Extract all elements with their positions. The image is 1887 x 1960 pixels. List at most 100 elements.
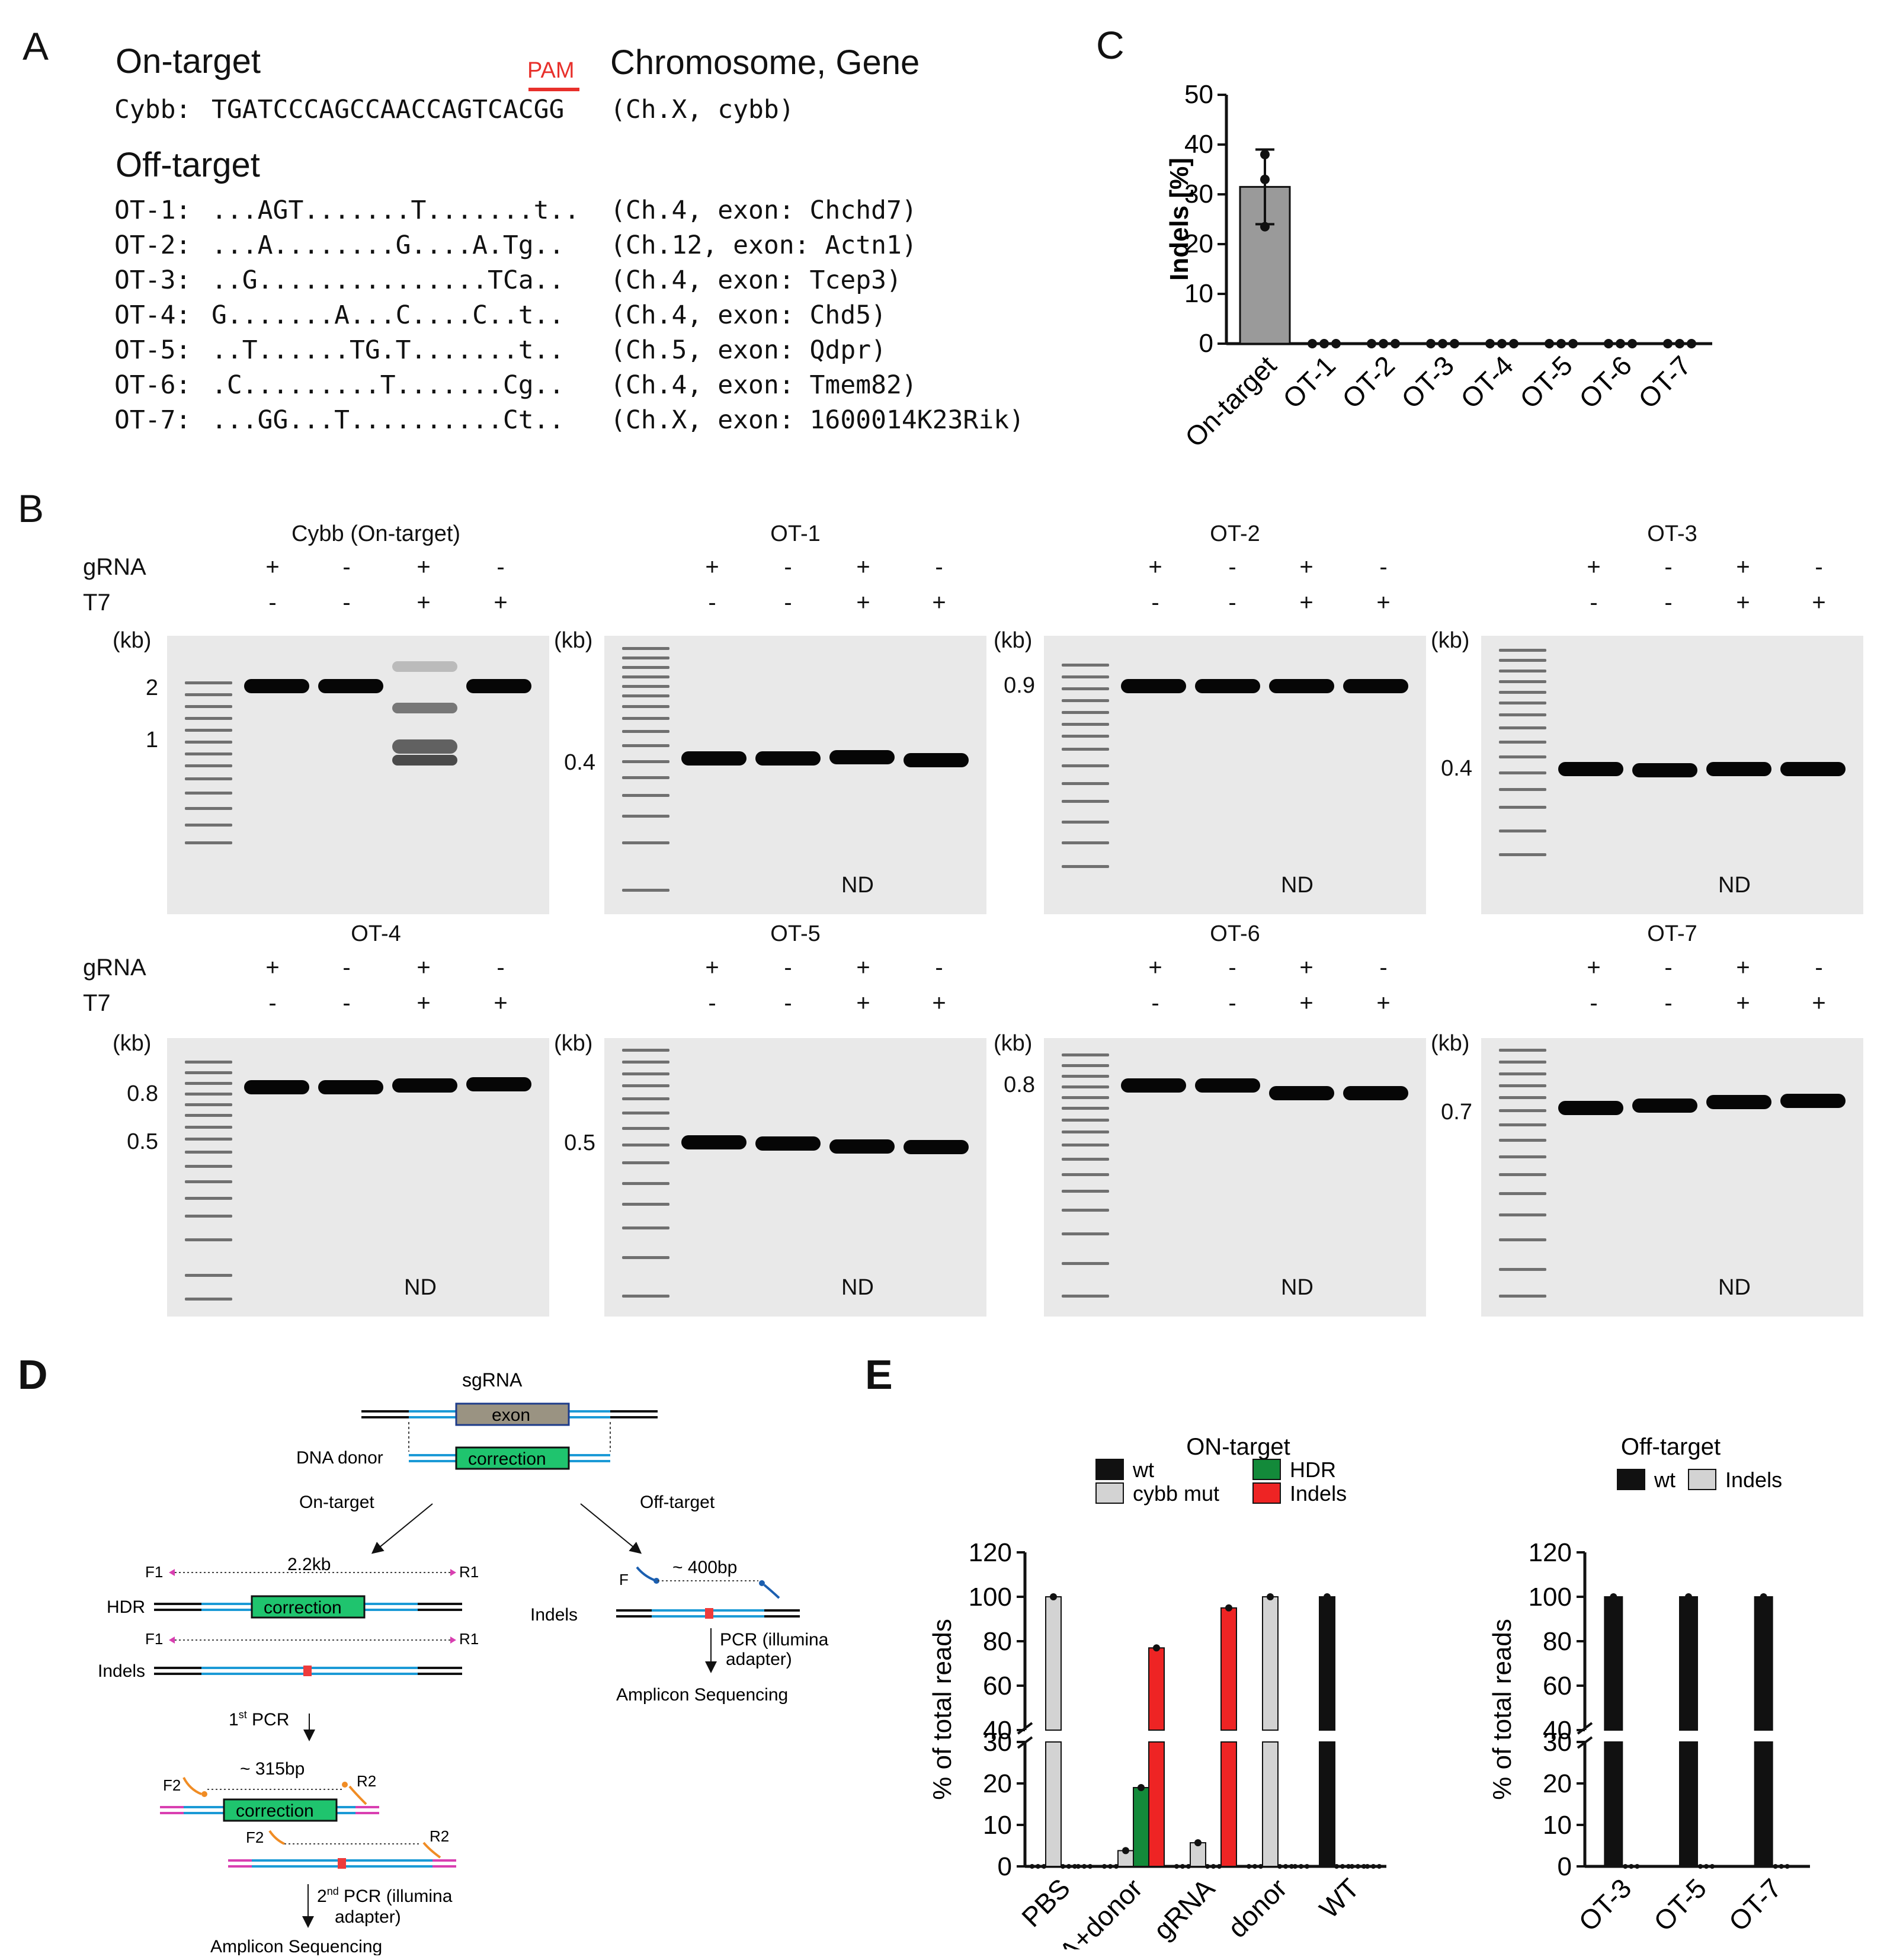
ladder-band [185, 764, 232, 767]
t7-row-label-1: T7 [83, 590, 111, 616]
data-point [1616, 339, 1625, 348]
grna-sign: + [1299, 955, 1313, 981]
bar-wt [1604, 1596, 1623, 1731]
size-marker: 0.4 [564, 750, 595, 775]
data-point [1066, 1864, 1071, 1869]
r2-label-2: R2 [430, 1827, 449, 1845]
x-tick-label: OT-7 [1723, 1872, 1787, 1937]
grna-row-label-2: gRNA [83, 955, 146, 981]
grna-sign: + [1148, 554, 1162, 580]
ladder-band [1062, 1119, 1109, 1122]
bar-wt [1319, 1596, 1335, 1731]
chromosome-gene-title: Chromosome, Gene [610, 43, 920, 82]
x-tick-label: OT-5 [1648, 1872, 1712, 1937]
data-point [1556, 339, 1566, 348]
pcr-correction-label: correction [236, 1801, 314, 1821]
grna-sign: + [417, 554, 431, 580]
dna-band [1706, 762, 1771, 776]
data-point [1108, 1864, 1113, 1869]
indels-label: Indels [98, 1661, 145, 1681]
ladder-band [622, 744, 669, 747]
x-tick-label: OT-7 [1632, 350, 1697, 414]
grna-sign: - [1228, 955, 1236, 981]
panel-e-label: E [865, 1351, 893, 1398]
ladder-band [185, 1180, 232, 1183]
y-tick-label: 80 [1543, 1627, 1572, 1656]
t7-sign: - [784, 590, 792, 616]
ot-row-5-name: OT-5: [114, 335, 191, 365]
ladder-band [185, 741, 232, 744]
dna-band [681, 1135, 747, 1149]
hdr-amplicon: F1 R1 2.2kb HDR correction [107, 1555, 479, 1619]
gel-image-5 [167, 1038, 549, 1317]
data-point [1685, 1593, 1692, 1600]
ot-row-7-seq: ...GG...T..........Ct.. [212, 405, 565, 435]
grna-sign: - [935, 955, 943, 981]
data-point [1485, 339, 1495, 348]
t7-sign: - [1151, 590, 1159, 616]
r2-label: R2 [357, 1772, 376, 1790]
bar-cybb mut [1262, 1741, 1279, 1867]
grna-sign: + [1148, 955, 1162, 981]
data-point [1267, 1593, 1274, 1600]
ladder-band [1062, 1173, 1109, 1176]
ladder-band [1499, 1096, 1546, 1099]
gel-title-4: OT-3 [1647, 521, 1697, 546]
ladder-band [1499, 1109, 1546, 1112]
ladder-band [622, 1127, 669, 1130]
grna-sign: + [1736, 554, 1750, 580]
size-marker: 0.5 [127, 1129, 158, 1154]
ot-row-2-seq: ...A........G....A.Tg.. [212, 230, 565, 260]
grna-sign: + [1587, 955, 1601, 981]
x-tick-label: OT-6 [1573, 350, 1638, 414]
ladder-band [1499, 659, 1546, 662]
size-marker: 2 [145, 675, 158, 700]
ladder-band [622, 656, 669, 659]
f1-label-2: F1 [145, 1630, 163, 1648]
not-detected-label: ND [1281, 1275, 1313, 1300]
ladder-band [1499, 853, 1546, 856]
data-point [1299, 1864, 1303, 1869]
data-point [1331, 339, 1341, 348]
ladder-band [622, 776, 669, 779]
x-tick-label: OT-5 [1514, 350, 1578, 414]
data-point [1061, 1864, 1065, 1869]
data-point [1194, 1839, 1202, 1847]
size-marker: 0.7 [1441, 1100, 1472, 1125]
ladder-band [1062, 1190, 1109, 1193]
not-detected-label: ND [1281, 873, 1313, 898]
t7-sign: + [856, 990, 870, 1016]
legend-swatch [1095, 1459, 1124, 1480]
data-point [1350, 1864, 1354, 1869]
dna-band [318, 679, 383, 693]
ladder-band [185, 1165, 232, 1168]
ladder-band [1499, 1213, 1546, 1216]
dna-band [829, 750, 895, 764]
ladder-band [622, 1072, 669, 1075]
ladder-band [185, 705, 232, 708]
grna-sign: + [705, 955, 719, 981]
kb-label: (kb) [554, 628, 593, 653]
ladder-band [1062, 800, 1109, 803]
t7-sign: - [1228, 990, 1236, 1016]
ladder-band [1499, 1295, 1546, 1298]
bar-wt [1679, 1596, 1698, 1731]
ladder-band [185, 1215, 232, 1218]
dna-band [1195, 1078, 1260, 1093]
ladder-band [622, 1084, 669, 1087]
ladder-band [1062, 865, 1109, 868]
grna-sign: + [705, 554, 719, 580]
t7-sign: + [932, 990, 946, 1016]
data-point [1371, 1864, 1376, 1869]
dna-band [1558, 1101, 1623, 1115]
gel-image-1 [167, 636, 549, 914]
cleavage-band [392, 661, 457, 672]
grna-sign: + [417, 955, 431, 981]
ladder-band [1062, 1075, 1109, 1078]
t7-row-label-2: T7 [83, 990, 111, 1016]
ladder-band [1062, 1262, 1109, 1265]
ladder-band [1062, 821, 1109, 824]
grna-sign: - [496, 554, 505, 580]
not-detected-label: ND [841, 1275, 874, 1300]
ot-row-5-loc: (Ch.5, exon: Qdpr) [610, 335, 886, 365]
